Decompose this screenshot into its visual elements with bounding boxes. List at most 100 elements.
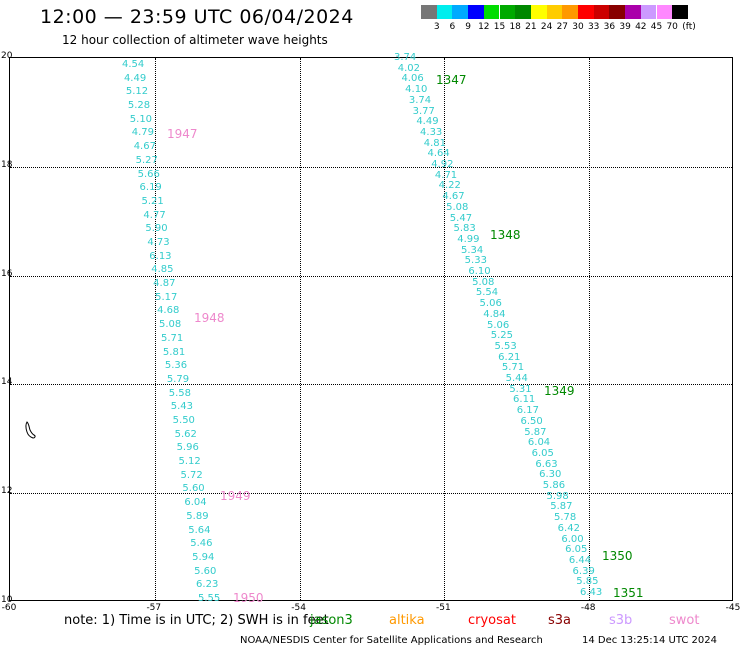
map-title: 12:00 — 23:59 UTC 06/04/2024 bbox=[40, 6, 354, 28]
wave-height-reading: 5.06 bbox=[487, 319, 510, 331]
wave-height-reading: 4.49 bbox=[416, 116, 439, 128]
wave-height-reading: 5.85 bbox=[576, 576, 599, 588]
longitude-tick-label: -60 bbox=[1, 603, 17, 613]
legend-swatch bbox=[656, 5, 673, 19]
latitude-tick-label: 16 bbox=[1, 268, 13, 279]
wave-height-reading: 6.17 bbox=[516, 405, 540, 417]
latitude-gridline bbox=[10, 166, 732, 168]
wave-height-reading: 5.34 bbox=[460, 244, 484, 256]
wave-height-reading: 6.39 bbox=[572, 565, 595, 577]
wave-height-reading: 5.60 bbox=[194, 565, 217, 577]
latitude-tick-label: 10 bbox=[1, 595, 13, 605]
satellite-legend-entry: jason3 bbox=[310, 613, 353, 628]
satellite-legend-entry: s3a bbox=[548, 613, 572, 628]
longitude-gridline bbox=[154, 58, 156, 600]
wave-height-reading: 4.85 bbox=[151, 264, 174, 276]
wave-height-reading: 6.00 bbox=[561, 533, 584, 545]
longitude-gridline bbox=[444, 58, 446, 600]
latitude-gridline bbox=[10, 275, 732, 277]
legend-swatch bbox=[593, 5, 610, 19]
satellite-legend-entry: altika bbox=[389, 613, 425, 628]
wave-height-reading: 4.99 bbox=[457, 233, 480, 245]
wave-height-reading: 5.12 bbox=[178, 456, 201, 468]
legend-swatch bbox=[452, 5, 469, 19]
legend-label: 15 bbox=[493, 22, 506, 32]
wave-height-reading: 5.36 bbox=[164, 360, 188, 372]
legend-label: 30 bbox=[572, 22, 584, 32]
longitude-tick-label: -45 bbox=[725, 603, 740, 613]
map-plot-area bbox=[9, 57, 733, 601]
pass-time-label: 1347 bbox=[436, 73, 467, 87]
wave-height-reading: 5.72 bbox=[180, 469, 203, 481]
wave-height-reading: 6.13 bbox=[149, 250, 172, 262]
wave-height-reading: 5.66 bbox=[137, 168, 160, 180]
longitude-tick-label: -57 bbox=[146, 603, 162, 613]
legend-label: 39 bbox=[619, 22, 631, 32]
legend-swatch bbox=[640, 5, 657, 19]
legend-swatch bbox=[515, 5, 531, 19]
wave-height-reading: 4.71 bbox=[434, 169, 458, 181]
legend-swatch bbox=[436, 5, 453, 19]
wave-height-reading: 5.31 bbox=[509, 383, 532, 395]
legend-label: 42 bbox=[635, 22, 647, 32]
wave-height-reading: 6.04 bbox=[184, 497, 207, 509]
wave-height-reading: 4.67 bbox=[442, 191, 465, 203]
wave-height-reading: 5.10 bbox=[129, 113, 153, 125]
wave-height-reading: 6.10 bbox=[468, 266, 491, 277]
pass-time-label: 1947 bbox=[167, 127, 198, 141]
wave-height-reading: 5.27 bbox=[135, 154, 158, 166]
wave-height-reading: 5.96 bbox=[176, 442, 199, 454]
legend-swatch bbox=[530, 5, 547, 19]
wave-height-reading: 6.04 bbox=[527, 437, 551, 449]
wave-height-reading: 5.71 bbox=[160, 332, 184, 344]
wave-height-reading: 5.53 bbox=[494, 340, 517, 352]
wave-height-reading: 5.64 bbox=[188, 524, 211, 536]
wave-height-reading: 5.21 bbox=[141, 195, 164, 207]
wave-height-reading: 4.22 bbox=[438, 180, 461, 192]
longitude-tick-label: -54 bbox=[291, 603, 306, 613]
legend-label: 9 bbox=[465, 22, 471, 32]
wave-height-reading: 6.19 bbox=[139, 182, 162, 194]
pass-time-label: 1349 bbox=[544, 384, 575, 398]
wave-height-reading: 6.63 bbox=[535, 458, 558, 470]
legend-label: 6 bbox=[449, 22, 456, 32]
wave-height-reading: 6.44 bbox=[568, 554, 592, 566]
legend-swatch bbox=[609, 5, 626, 19]
legend-label: 70 bbox=[666, 22, 678, 32]
pass-time-label: 1950 bbox=[233, 591, 264, 605]
wave-height-reading: 5.79 bbox=[166, 373, 190, 385]
satellite-legend-entry: s3b bbox=[609, 613, 633, 628]
wave-height-reading: 5.06 bbox=[479, 298, 502, 310]
legend-swatch bbox=[672, 5, 688, 19]
wave-height-reading: 5.62 bbox=[174, 428, 197, 440]
wave-height-reading: 5.43 bbox=[170, 401, 193, 413]
wave-height-reading: 4.79 bbox=[131, 127, 154, 139]
wave-height-reading: 3.77 bbox=[412, 105, 435, 117]
generation-timestamp: 14 Dec 13:25:14 UTC 2024 bbox=[582, 635, 717, 646]
legend-swatch bbox=[421, 5, 437, 19]
wave-height-reading: 6.50 bbox=[520, 415, 543, 427]
pass-time-label: 1948 bbox=[194, 311, 225, 325]
wave-height-reading: 5.83 bbox=[453, 223, 476, 235]
wave-height-reading: 5.54 bbox=[475, 287, 499, 299]
wave-height-reading: 6.23 bbox=[196, 579, 219, 591]
wave-height-reading: 4.33 bbox=[420, 126, 443, 138]
wave-height-reading: 4.68 bbox=[157, 305, 180, 317]
legend-label: 45 bbox=[650, 22, 663, 32]
legend-swatch bbox=[468, 5, 484, 19]
legend-swatch bbox=[562, 5, 578, 19]
wave-height-reading: 5.78 bbox=[553, 512, 577, 524]
wave-height-reading: 4.84 bbox=[483, 308, 506, 320]
satellite-legend-entry: cryosat bbox=[468, 613, 516, 628]
wave-height-reading: 5.87 bbox=[550, 501, 573, 513]
wave-height-reading: 5.12 bbox=[125, 86, 149, 98]
legend-label: 12 bbox=[478, 22, 490, 32]
pass-time-label: 1949 bbox=[220, 489, 251, 503]
wave-height-reading: 5.46 bbox=[190, 538, 213, 550]
legend-unit: (ft) bbox=[682, 22, 696, 32]
wave-height-reading: 5.28 bbox=[127, 100, 151, 112]
legend-label: 21 bbox=[525, 22, 537, 32]
legend-label: 24 bbox=[540, 22, 553, 32]
wave-height-reading: 3.74 bbox=[408, 94, 432, 106]
satellite-legend-entry: swot bbox=[669, 613, 700, 628]
